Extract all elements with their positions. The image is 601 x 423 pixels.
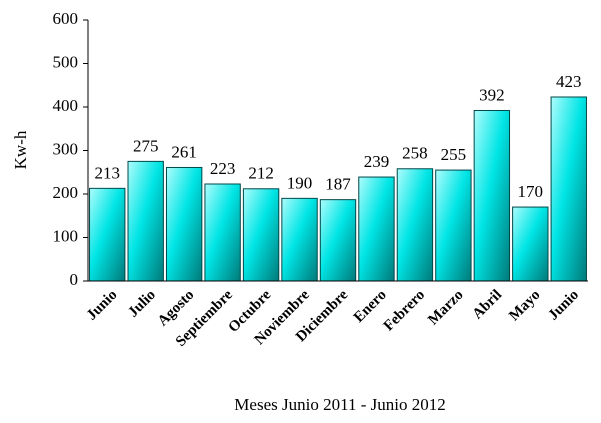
bar (89, 187, 126, 282)
y-tick-label: 300 (53, 139, 79, 158)
bar (242, 188, 280, 282)
y-tick-label: 400 (53, 96, 79, 115)
bar (358, 176, 395, 282)
y-tick-label: 0 (70, 270, 79, 289)
data-label: 170 (518, 182, 544, 201)
y-axis-label: Kw-h (11, 130, 30, 169)
x-tick-label: Abril (470, 287, 505, 322)
bar (435, 169, 472, 282)
x-axis-label: Meses Junio 2011 - Junio 2012 (234, 395, 445, 414)
y-tick-label: 600 (53, 9, 79, 28)
bar (204, 183, 241, 282)
bar (512, 206, 549, 282)
y-tick-label: 200 (53, 183, 79, 202)
bar (281, 197, 318, 282)
x-tick-label: Marzo (425, 287, 466, 328)
bar (319, 199, 357, 282)
data-label: 261 (171, 142, 197, 161)
bar (396, 168, 434, 282)
bar (127, 160, 164, 282)
y-tick-label: 500 (53, 52, 79, 71)
x-tick-label: Julio (125, 287, 159, 321)
bar (165, 166, 203, 282)
bar (550, 96, 587, 282)
data-label: 212 (248, 164, 274, 183)
data-label: 423 (556, 72, 582, 91)
x-tick-label: Junio (545, 287, 582, 324)
data-label: 239 (364, 152, 390, 171)
data-label: 190 (287, 173, 313, 192)
data-label: 255 (441, 145, 467, 164)
data-label: 223 (210, 159, 236, 178)
data-label: 275 (133, 136, 159, 155)
data-label: 213 (94, 163, 120, 182)
bar (473, 109, 511, 282)
y-tick-label: 100 (53, 226, 79, 245)
data-label: 258 (402, 144, 428, 163)
x-tick-label: Febrero (381, 287, 428, 334)
x-tick-label: Mayo (506, 287, 543, 324)
data-label: 187 (325, 175, 351, 194)
x-tick-label: Junio (84, 287, 121, 324)
data-label: 392 (479, 85, 505, 104)
